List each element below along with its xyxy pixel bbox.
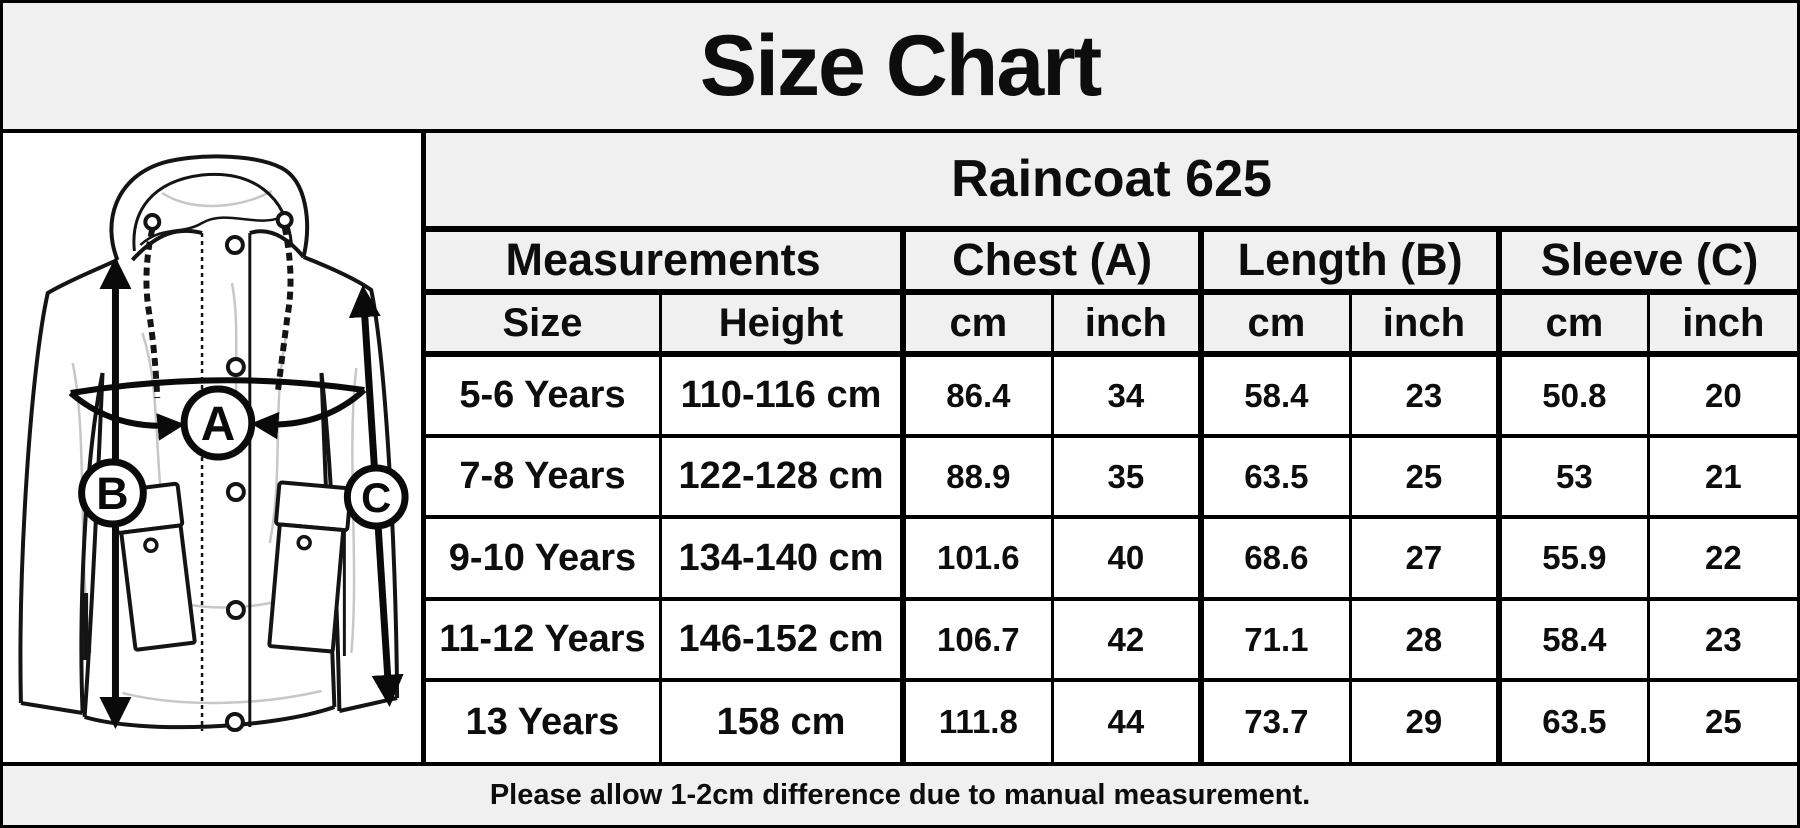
chest-inch-cell: 40 [1050, 515, 1203, 601]
product-title: Raincoat 625 [426, 133, 1797, 232]
table-row: 11-12 Years 146-152 cm 106.7 42 71.1 28 … [426, 596, 1797, 683]
hood [109, 154, 310, 262]
chest-inch-cell: 44 [1050, 678, 1203, 762]
chest-arrow-right [250, 387, 367, 440]
height-cell: 134-140 cm [658, 515, 905, 601]
sleeve-inch-cell: 25 [1646, 678, 1797, 762]
table-row: 13 Years 158 cm 111.8 44 73.7 29 63.5 25 [426, 678, 1797, 762]
length-inch-cell: 27 [1348, 515, 1501, 601]
subheader-chest-inch: inch [1050, 289, 1203, 358]
length-inch-cell: 25 [1348, 433, 1501, 520]
header-measurements: Measurements [426, 226, 905, 296]
size-cell: 11-12 Years [426, 596, 662, 683]
height-cell: 146-152 cm [658, 596, 905, 683]
sleeve-inch-cell: 20 [1646, 352, 1797, 438]
length-cm-cell: 63.5 [1198, 433, 1352, 520]
sub-header-row: Size Height cm inch cm inch cm inch [426, 289, 1797, 358]
chest-arrow-left [68, 390, 185, 441]
measure-label-c: C [361, 474, 391, 521]
sleeve-cm-cell: 58.4 [1496, 596, 1650, 683]
button [225, 357, 246, 377]
product-title-row: Raincoat 625 [426, 133, 1797, 232]
content-area: A B C [3, 133, 1797, 762]
length-inch-cell: 29 [1348, 678, 1501, 762]
subheader-length-inch: inch [1348, 289, 1501, 358]
page-title: Size Chart [699, 17, 1103, 114]
subheader-height: Height [658, 289, 905, 358]
table-row: 7-8 Years 122-128 cm 88.9 35 63.5 25 53 … [426, 433, 1797, 520]
length-cm-cell: 58.4 [1198, 352, 1352, 438]
label-b-circle [78, 458, 147, 528]
jacket-diagram-panel: A B C [3, 133, 426, 762]
group-header-row: Measurements Chest (A) Length (B) Sleeve… [426, 226, 1797, 296]
chest-cm-cell: 86.4 [900, 352, 1054, 438]
sleeve-measure: C [343, 284, 409, 708]
measure-label-b: B [96, 468, 128, 519]
sleeve-cm-cell: 53 [1496, 433, 1650, 520]
height-cell: 122-128 cm [658, 433, 905, 520]
height-cell: 158 cm [658, 678, 905, 762]
sleeve-cm-cell: 50.8 [1496, 352, 1650, 438]
size-cell: 5-6 Years [426, 352, 662, 438]
size-cell: 9-10 Years [426, 515, 662, 601]
height-cell: 110-116 cm [658, 352, 905, 438]
sleeve-cm-cell: 55.9 [1496, 515, 1650, 601]
length-measure: B [78, 256, 147, 730]
measurement-disclaimer: Please allow 1-2cm difference due to man… [489, 779, 1311, 811]
sleeve-cm-cell: 63.5 [1496, 678, 1650, 762]
subheader-sleeve-inch: inch [1646, 289, 1797, 358]
size-table: Raincoat 625 Measurements Chest (A) Leng… [426, 133, 1797, 762]
drawstrings [143, 211, 294, 399]
label-c-circle [343, 464, 409, 530]
size-cell: 7-8 Years [426, 433, 662, 520]
placket [200, 233, 252, 732]
chest-cm-cell: 106.7 [900, 596, 1054, 683]
subheader-chest-cm: cm [900, 289, 1054, 358]
header-sleeve: Sleeve (C) [1496, 226, 1797, 296]
button [224, 235, 245, 255]
button [225, 600, 246, 620]
sleeve-inch-cell: 23 [1646, 596, 1797, 683]
subheader-length-cm: cm [1198, 289, 1352, 358]
chest-cm-cell: 111.8 [900, 678, 1054, 762]
chest-inch-cell: 34 [1050, 352, 1203, 438]
size-cell: 13 Years [426, 678, 662, 762]
raincoat-illustration: A B C [18, 154, 409, 732]
length-inch-cell: 23 [1348, 352, 1501, 438]
chest-cm-cell: 101.6 [900, 515, 1054, 601]
chest-cm-cell: 88.9 [900, 433, 1054, 520]
chest-inch-cell: 42 [1050, 596, 1203, 683]
button [224, 712, 245, 732]
length-cm-cell: 68.6 [1198, 515, 1352, 601]
table-row: 9-10 Years 134-140 cm 101.6 40 68.6 27 5… [426, 515, 1797, 601]
size-table-panel: Raincoat 625 Measurements Chest (A) Leng… [426, 133, 1797, 762]
eyelet [275, 211, 294, 229]
sleeve-inch-cell: 22 [1646, 515, 1797, 601]
table-row: 5-6 Years 110-116 cm 86.4 34 58.4 23 50.… [426, 352, 1797, 438]
eyelet [143, 213, 162, 231]
label-a-circle [180, 385, 256, 461]
length-cm-cell: 73.7 [1198, 678, 1352, 762]
subheader-size: Size [426, 289, 662, 358]
length-cm-cell: 71.1 [1198, 596, 1352, 683]
title-band: Size Chart [3, 3, 1797, 133]
sleeve-inch-cell: 21 [1646, 433, 1797, 520]
subheader-sleeve-cm: cm [1496, 289, 1650, 358]
length-inch-cell: 28 [1348, 596, 1501, 683]
footer-band: Please allow 1-2cm difference due to man… [3, 762, 1797, 825]
header-length: Length (B) [1198, 226, 1501, 296]
button [225, 482, 246, 502]
measure-label-a: A [201, 398, 235, 451]
chest-inch-cell: 35 [1050, 433, 1203, 520]
header-chest: Chest (A) [900, 226, 1203, 296]
